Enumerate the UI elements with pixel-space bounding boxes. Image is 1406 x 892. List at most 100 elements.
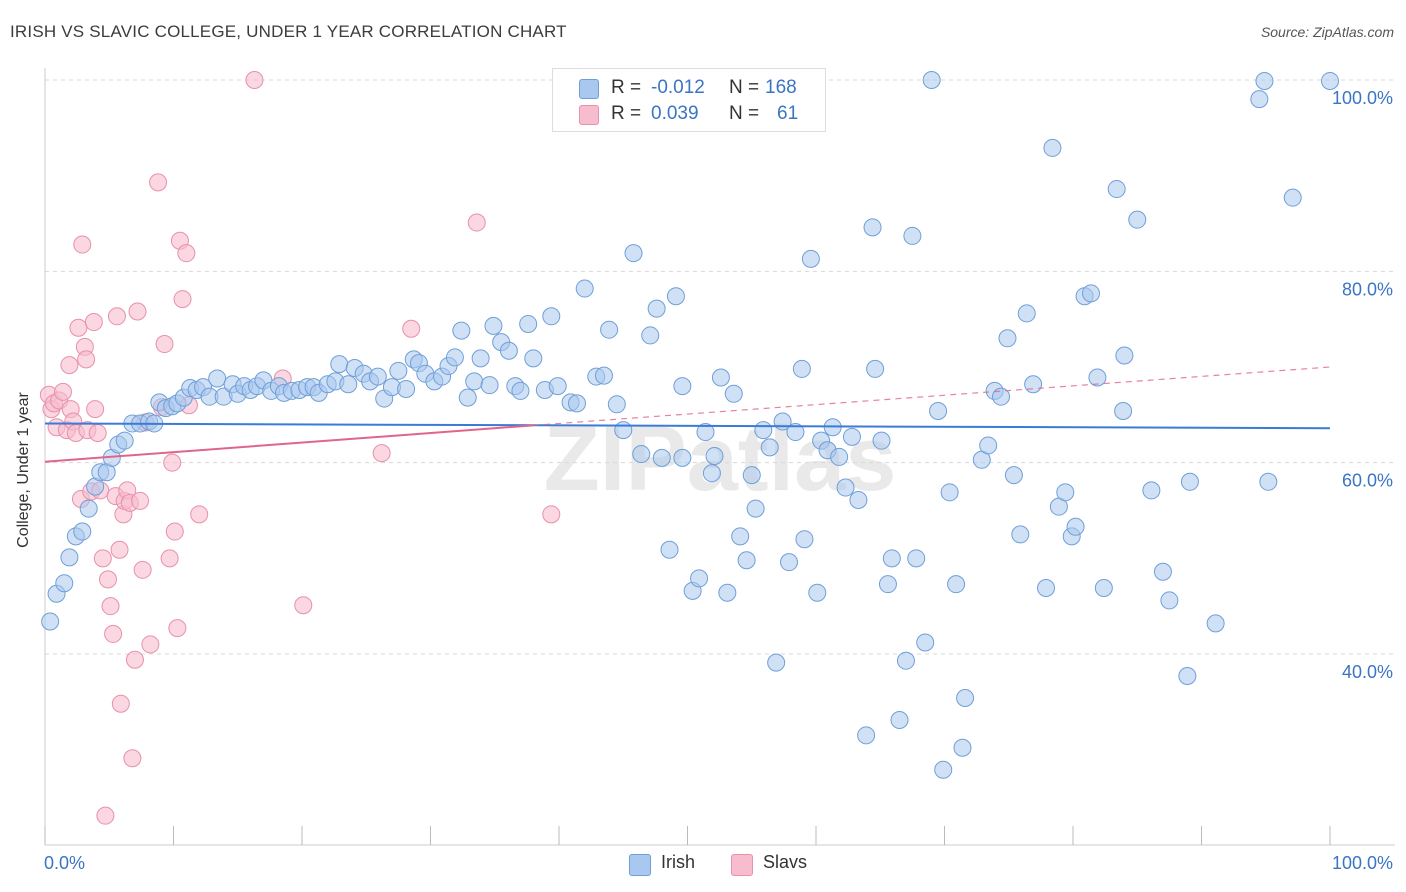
slavs-point bbox=[53, 382, 72, 401]
irish-point bbox=[1259, 472, 1278, 491]
slavs-point bbox=[163, 453, 182, 472]
irish-point bbox=[1037, 578, 1056, 597]
irish-point bbox=[1066, 517, 1085, 536]
chart-title: IRISH VS SLAVIC COLLEGE, UNDER 1 YEAR CO… bbox=[10, 22, 567, 41]
irish-point bbox=[1115, 346, 1134, 365]
slavs-point bbox=[245, 71, 264, 89]
irish-point bbox=[801, 249, 820, 268]
slavs-point bbox=[542, 505, 561, 524]
irish-point bbox=[511, 381, 530, 400]
irish-point bbox=[73, 522, 92, 541]
irish-point bbox=[1180, 472, 1199, 491]
irish-point bbox=[1128, 210, 1147, 229]
y-axis-label: College, Under 1 year bbox=[15, 392, 32, 548]
irish-point bbox=[842, 427, 861, 446]
irish-point bbox=[1081, 284, 1100, 303]
irish-point bbox=[389, 361, 408, 380]
irish-point bbox=[754, 421, 773, 440]
slavs-swatch bbox=[579, 105, 599, 125]
slavs-point bbox=[160, 549, 179, 568]
irish-r-label: R = bbox=[611, 77, 642, 98]
slavs-point bbox=[88, 424, 107, 443]
slavs-point bbox=[123, 749, 142, 768]
source-credit: Source: ZipAtlas.com bbox=[1260, 24, 1394, 40]
slavs-point bbox=[149, 173, 168, 192]
irish-point bbox=[1056, 483, 1075, 502]
slavs-point bbox=[165, 522, 184, 541]
slavs-point bbox=[111, 694, 130, 713]
irish-point bbox=[652, 448, 671, 467]
irish-point bbox=[465, 372, 484, 391]
irish-point bbox=[1094, 578, 1113, 597]
slavs-point bbox=[101, 597, 120, 616]
irish-point bbox=[1142, 481, 1161, 500]
y-tick-label: 80.0% bbox=[1342, 279, 1393, 299]
irish-point bbox=[1004, 466, 1023, 485]
irish-n-value: 168 bbox=[765, 77, 797, 98]
irish-point bbox=[1043, 138, 1062, 157]
irish-point bbox=[632, 445, 651, 464]
slavs-point bbox=[77, 350, 96, 369]
irish-point bbox=[702, 464, 721, 483]
slavs-n-label: N = bbox=[729, 103, 760, 124]
trend-lines bbox=[44, 366, 1331, 463]
irish-point bbox=[208, 369, 227, 388]
irish-point bbox=[647, 299, 666, 318]
irish-point bbox=[760, 438, 779, 457]
irish-point bbox=[614, 421, 633, 440]
irish-point bbox=[79, 499, 98, 518]
irish-point bbox=[711, 368, 730, 387]
irish-point bbox=[1088, 368, 1107, 387]
x-tick-label: 0.0% bbox=[44, 853, 85, 873]
slavs-point bbox=[294, 596, 313, 615]
legend-row-irish: R = -0.012 N = 168 bbox=[579, 77, 819, 99]
irish-point bbox=[746, 499, 765, 518]
tick-labels: 40.0% 60.0% 80.0% 100.0% 0.0% 100.0% bbox=[44, 88, 1393, 873]
irish-point bbox=[1206, 614, 1225, 633]
irish-point bbox=[1024, 375, 1043, 394]
grid-lines bbox=[45, 79, 1395, 655]
slavs-point bbox=[190, 505, 209, 524]
irish-point bbox=[548, 377, 567, 396]
irish-point bbox=[484, 316, 503, 335]
irish-point bbox=[890, 711, 909, 730]
slavs-trend-line bbox=[44, 424, 534, 463]
legend-row-slavs: R = 0.039 N = 61 bbox=[579, 103, 819, 125]
irish-point bbox=[705, 446, 724, 465]
y-tick-label: 40.0% bbox=[1342, 662, 1393, 682]
irish-point bbox=[998, 329, 1017, 348]
slavs-point bbox=[104, 624, 123, 643]
y-tick-label: 60.0% bbox=[1342, 471, 1393, 491]
irish-point bbox=[624, 244, 643, 263]
stats-legend: R = -0.012 N = 168 R = 0.039 N = 61 bbox=[552, 68, 826, 132]
slavs-point bbox=[69, 318, 88, 337]
irish-point bbox=[1178, 667, 1197, 686]
x-tick-label: 100.0% bbox=[1332, 853, 1393, 873]
irish-point bbox=[1011, 525, 1030, 544]
irish-point bbox=[882, 549, 901, 568]
irish-point bbox=[922, 71, 941, 89]
irish-point bbox=[594, 366, 613, 385]
irish-point bbox=[896, 651, 915, 670]
slavs-point bbox=[141, 635, 160, 654]
irish-point bbox=[731, 527, 750, 546]
irish-point bbox=[903, 226, 922, 245]
irish-point bbox=[857, 726, 876, 745]
slavs-point bbox=[402, 319, 421, 338]
irish-point bbox=[830, 447, 849, 466]
irish-point bbox=[836, 478, 855, 497]
irish-trend-line bbox=[44, 422, 1331, 430]
irish-point bbox=[916, 633, 935, 652]
slavs-point bbox=[107, 307, 126, 326]
irish-point bbox=[849, 490, 868, 509]
irish-point bbox=[767, 653, 786, 672]
irish-point bbox=[780, 553, 799, 572]
irish-point bbox=[940, 483, 959, 502]
irish-point bbox=[368, 367, 387, 386]
irish-point bbox=[397, 380, 416, 399]
slavs-point bbox=[177, 244, 196, 263]
slavs-point bbox=[173, 290, 192, 309]
irish-point bbox=[724, 384, 743, 403]
irish-point bbox=[690, 569, 709, 588]
irish-point bbox=[60, 548, 79, 567]
